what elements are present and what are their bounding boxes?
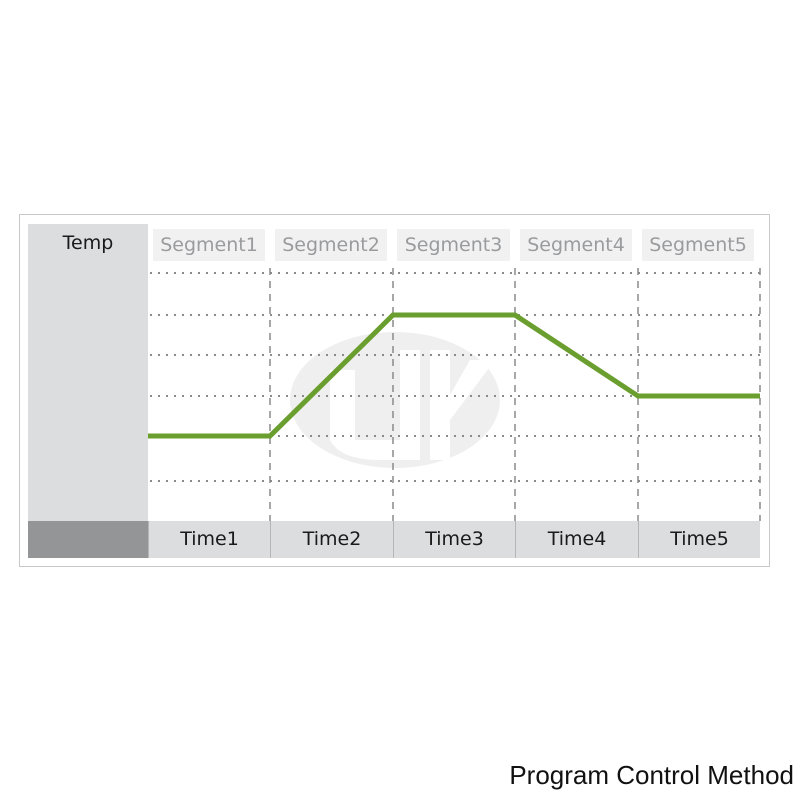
segment-label-1: Segment1 bbox=[153, 229, 265, 261]
segment-label-4: Segment4 bbox=[520, 229, 632, 261]
segment-label-5: Segment5 bbox=[642, 229, 754, 261]
segment-label-3: Segment3 bbox=[397, 229, 510, 261]
temperature-profile-line bbox=[148, 312, 760, 439]
time-label-1: Time1 bbox=[148, 521, 270, 558]
watermark-logo bbox=[290, 332, 500, 468]
time-label-3: Time3 bbox=[393, 521, 515, 558]
temp-axis-label: Temp bbox=[62, 232, 114, 254]
diagram-caption: Program Control Method bbox=[509, 760, 794, 790]
time-label-4: Time4 bbox=[515, 521, 638, 558]
diagram-frame bbox=[19, 214, 770, 567]
axis-footer-cell bbox=[28, 521, 148, 558]
time-label-5: Time5 bbox=[638, 521, 760, 558]
temp-axis-column bbox=[28, 224, 148, 521]
time-label-2: Time2 bbox=[270, 521, 393, 558]
segment-label-2: Segment2 bbox=[275, 229, 387, 261]
